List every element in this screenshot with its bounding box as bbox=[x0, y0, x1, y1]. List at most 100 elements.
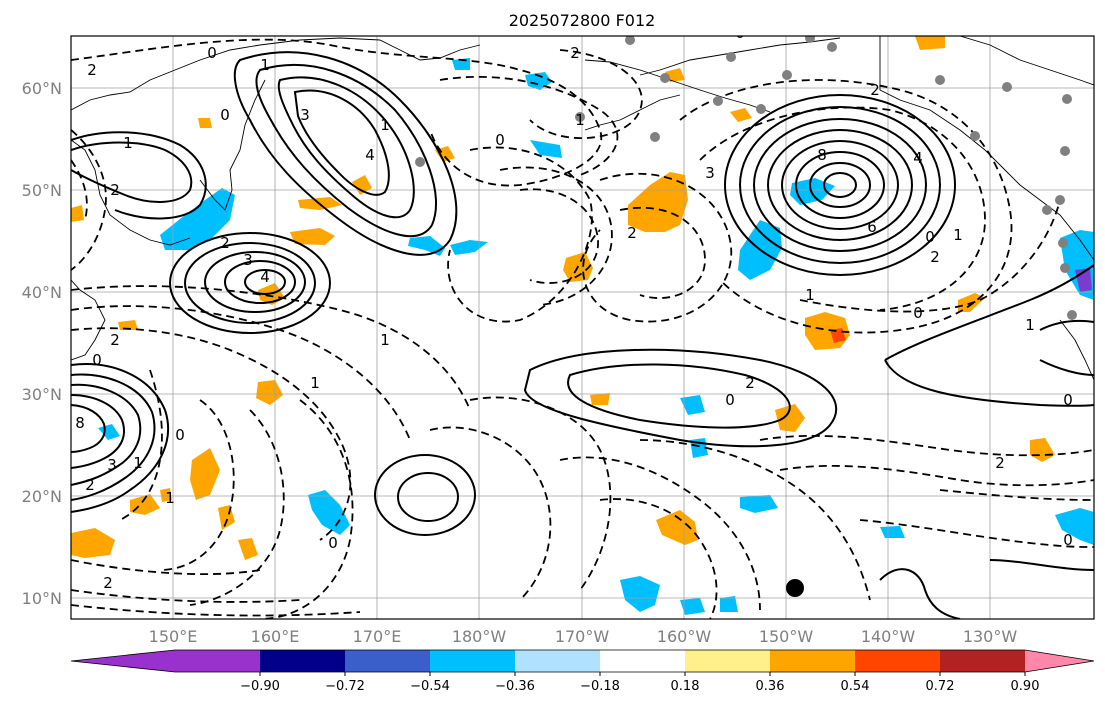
station-marker-black bbox=[786, 579, 804, 597]
contour-label: 1 bbox=[133, 454, 143, 472]
contour-label: 1 bbox=[123, 134, 133, 152]
station-marker bbox=[1042, 205, 1052, 215]
station-marker bbox=[756, 104, 766, 114]
lat-label: 10°N bbox=[22, 589, 62, 608]
station-markers bbox=[415, 36, 1077, 597]
lon-label: 170°E bbox=[353, 627, 402, 646]
latitude-labels: 60°N 50°N 40°N 30°N 20°N 10°N bbox=[22, 79, 62, 608]
contour-label: 2 bbox=[87, 61, 97, 79]
contour-label: 2 bbox=[220, 234, 230, 252]
contour-label: 1 bbox=[310, 374, 320, 392]
contour-label: 3 bbox=[300, 106, 310, 124]
station-marker bbox=[1055, 195, 1065, 205]
contour-label: 2 bbox=[995, 454, 1005, 472]
contour-label: 1 bbox=[260, 56, 270, 74]
contour-label: 2 bbox=[103, 574, 113, 592]
contour-label: 1 bbox=[805, 286, 815, 304]
contour-label: 1 bbox=[380, 116, 390, 134]
station-marker bbox=[1067, 310, 1077, 320]
station-marker bbox=[970, 131, 980, 141]
colorbar-segment bbox=[260, 650, 345, 672]
contour-label: 8 bbox=[75, 414, 85, 432]
colorbar-segment bbox=[855, 650, 940, 672]
colorbar-outline bbox=[70, 649, 1095, 673]
colorbar: −0.90 −0.72 −0.54 −0.36 −0.18 0.18 0.36 0.54 0.7… bbox=[70, 649, 1095, 694]
contour-label: 8 bbox=[817, 146, 827, 164]
lon-label: 150°E bbox=[149, 627, 198, 646]
station-marker bbox=[1002, 82, 1012, 92]
contour-label: 6 bbox=[867, 218, 877, 236]
contour-label: 3 bbox=[107, 456, 117, 474]
contour-label: 4 bbox=[260, 268, 270, 286]
contour-label: 4 bbox=[365, 146, 375, 164]
station-marker bbox=[650, 132, 660, 142]
contour-label: 2 bbox=[85, 476, 95, 494]
station-marker bbox=[935, 75, 945, 85]
contour-label: 1 bbox=[380, 331, 390, 349]
map-frame bbox=[70, 35, 1095, 620]
lon-label: 150°W bbox=[759, 627, 814, 646]
contour-label: 2 bbox=[745, 374, 755, 392]
contour-label: 4 bbox=[913, 149, 923, 167]
colorbar-extend-max bbox=[1025, 650, 1094, 672]
colorbar-tick-label: 0.18 bbox=[671, 679, 700, 694]
contour-label: 0 bbox=[495, 131, 505, 149]
contour-label: 0 bbox=[913, 304, 923, 322]
longitude-labels: 150°E 160°E 170°E 180°W 170°W 160°W 150°… bbox=[149, 627, 1018, 646]
contour-label: 0 bbox=[1063, 391, 1073, 409]
contour-label: 2 bbox=[627, 224, 637, 242]
colorbar-segment bbox=[175, 650, 260, 672]
coastlines bbox=[71, 36, 1094, 381]
lon-label: 130°W bbox=[963, 627, 1018, 646]
lon-label: 140°W bbox=[861, 627, 916, 646]
colorbar-extend-min bbox=[71, 650, 175, 672]
station-marker bbox=[782, 70, 792, 80]
station-marker bbox=[1060, 146, 1070, 156]
colorbar-segment bbox=[515, 650, 600, 672]
colorbar-tick-label: 0.54 bbox=[841, 679, 870, 694]
contour-label: 1 bbox=[575, 111, 585, 129]
lat-label: 50°N bbox=[22, 181, 62, 200]
colorbar-tick-label: −0.36 bbox=[495, 679, 535, 694]
contour-label: 2 bbox=[110, 181, 120, 199]
colorbar-segment bbox=[770, 650, 855, 672]
station-marker bbox=[827, 42, 837, 52]
station-marker bbox=[805, 36, 815, 43]
contour-label: 0 bbox=[207, 44, 217, 62]
contour-label: 0 bbox=[175, 426, 185, 444]
station-marker bbox=[660, 73, 670, 83]
station-marker bbox=[1058, 238, 1068, 248]
station-marker bbox=[575, 112, 585, 122]
lon-label: 180°W bbox=[452, 627, 507, 646]
colorbar-segment bbox=[600, 650, 685, 672]
colorbar-tick-label: −0.18 bbox=[580, 679, 620, 694]
station-marker bbox=[713, 96, 723, 106]
map-title: 2025072800 F012 bbox=[509, 11, 656, 30]
contour-label: 0 bbox=[92, 351, 102, 369]
station-marker bbox=[726, 52, 736, 62]
contour-label: 1 bbox=[953, 226, 963, 244]
contour-label: 3 bbox=[243, 251, 253, 269]
colorbar-tick-label: −0.54 bbox=[410, 679, 450, 694]
contour-label: 2 bbox=[110, 331, 120, 349]
lon-label: 160°E bbox=[251, 627, 300, 646]
colorbar-segment bbox=[685, 650, 770, 672]
lon-label: 170°W bbox=[555, 627, 610, 646]
contour-label: 0 bbox=[220, 106, 230, 124]
colorbar-tick-label: 0.90 bbox=[1011, 679, 1040, 694]
contour-label: 0 bbox=[328, 534, 338, 552]
contour-label: 1 bbox=[165, 489, 175, 507]
contour-label: 0 bbox=[725, 391, 735, 409]
lon-label: 160°W bbox=[657, 627, 712, 646]
station-marker bbox=[1062, 94, 1072, 104]
contour-label: 0 bbox=[735, 24, 745, 42]
contour-label: 3 bbox=[705, 164, 715, 182]
solid-contours bbox=[71, 51, 1094, 619]
contour-label: 2 bbox=[930, 248, 940, 266]
colorbar-segment bbox=[940, 650, 1025, 672]
lat-label: 60°N bbox=[22, 79, 62, 98]
colorbar-tick-label: −0.90 bbox=[240, 679, 280, 694]
